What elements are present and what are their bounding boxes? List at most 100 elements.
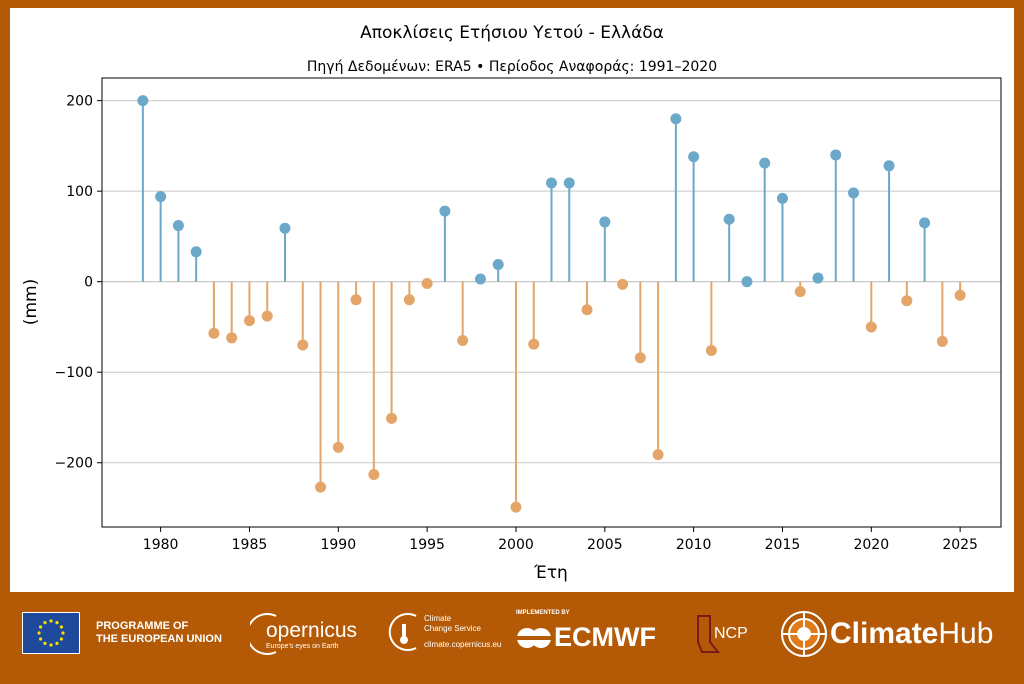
- eu-star: [49, 643, 53, 647]
- stem-marker: [439, 205, 451, 217]
- stem-marker: [226, 332, 238, 344]
- stem-marker: [279, 222, 291, 234]
- stem-marker: [919, 217, 931, 229]
- ncp-wordmark: NCP: [714, 625, 748, 642]
- c3s-logo: Climate Change Service climate.copernicu…: [388, 612, 501, 652]
- stem-marker: [865, 321, 877, 333]
- stem-marker: [137, 95, 149, 107]
- eu-star: [43, 621, 47, 625]
- eu-programme-text: PROGRAMME OF THE EUROPEAN UNION: [96, 620, 222, 645]
- ecmwf-symbol-icon: [516, 627, 552, 648]
- stem-marker: [528, 338, 540, 350]
- eu-star: [59, 625, 63, 629]
- stem-marker: [457, 335, 469, 347]
- eu-star: [59, 637, 63, 641]
- stem-marker: [812, 272, 824, 284]
- thermometer-icon: [388, 613, 417, 651]
- stem-chart: Αποκλίσεις Ετήσιου Υετού - Ελλάδα Πηγή Δ…: [21, 23, 1002, 583]
- stem-marker: [883, 160, 895, 172]
- copernicus-wordmark: opernicus: [266, 618, 358, 642]
- stem-marker: [315, 481, 327, 493]
- stem-marker: [510, 501, 522, 513]
- eu-star: [39, 637, 43, 641]
- stem-marker: [794, 286, 806, 298]
- stem-marker: [403, 294, 415, 306]
- x-tick-label: 2000: [498, 537, 534, 553]
- chart-subtitle: Πηγή Δεδομένων: ERA5 • Περίοδος Αναφοράς…: [307, 59, 717, 75]
- stem-marker: [848, 187, 860, 199]
- stem-marker: [776, 192, 788, 204]
- ncp-greece-icon: [697, 615, 720, 653]
- eu-star: [55, 621, 59, 625]
- eu-logo: PROGRAMME OF THE EUROPEAN UNION: [22, 612, 222, 654]
- stem-marker: [901, 295, 913, 307]
- x-tick-label: 2010: [676, 537, 712, 553]
- stem-marker: [350, 294, 362, 306]
- stem-marker: [723, 213, 735, 225]
- eu-star: [49, 619, 53, 623]
- stem-marker: [617, 278, 629, 290]
- eu-star: [61, 631, 65, 635]
- stem-marker: [652, 449, 664, 461]
- stem-marker: [670, 113, 682, 125]
- stem-marker: [208, 327, 220, 339]
- c3s-url: climate.copernicus.eu: [424, 640, 502, 649]
- x-tick-label: 1980: [143, 537, 179, 553]
- stem-marker: [421, 277, 433, 289]
- stem-marker: [261, 310, 273, 322]
- stem-marker: [172, 220, 184, 232]
- stem-marker: [297, 339, 309, 351]
- stem-marker: [830, 149, 842, 161]
- eu-flag-icon: [22, 612, 80, 654]
- climatehub-target-icon: [781, 611, 827, 657]
- ecmwf-logo: IMPLEMENTED BY ECMWF: [516, 610, 656, 653]
- stem-marker: [936, 335, 948, 347]
- c3s-name-1: Climate: [424, 614, 452, 623]
- eu-star: [37, 631, 41, 635]
- stem-marker: [599, 216, 611, 228]
- ecmwf-wordmark: ECMWF: [554, 622, 656, 652]
- stem-marker: [368, 468, 380, 480]
- y-tick-label: 100: [66, 184, 93, 200]
- stem-marker: [705, 344, 717, 356]
- x-tick-label: 2015: [765, 537, 801, 553]
- footer-logos: PROGRAMME OF THE EUROPEAN UNION opernicu…: [0, 592, 1024, 684]
- stem-marker: [332, 441, 344, 453]
- stem-marker: [190, 246, 202, 258]
- climatehub-wordmark-bold: Climate: [830, 617, 939, 650]
- copernicus-arc-icon: [250, 613, 277, 655]
- stem-marker: [954, 289, 966, 301]
- stem-marker: [546, 177, 557, 189]
- implemented-by-label: IMPLEMENTED BY: [516, 610, 570, 616]
- copernicus-logo: opernicus Europe's eyes on Earth: [250, 612, 357, 656]
- stem-marker: [581, 304, 593, 316]
- plot-frame: [101, 77, 1002, 528]
- stem-marker: [492, 258, 504, 270]
- climatehub-logo: Climate Hub: [780, 610, 993, 658]
- chart-panel: Αποκλίσεις Ετήσιου Υετού - Ελλάδα Πηγή Δ…: [10, 8, 1014, 592]
- x-tick-label: 2020: [853, 537, 889, 553]
- stem-marker: [386, 412, 398, 424]
- x-tick-label: 1985: [232, 537, 268, 553]
- ncp-logo: NCP: [696, 612, 748, 656]
- y-axis-label: (mm): [21, 279, 41, 325]
- eu-star: [55, 641, 59, 645]
- copernicus-tagline: Europe's eyes on Earth: [266, 642, 339, 650]
- stem-marker: [563, 177, 575, 189]
- eu-star: [39, 625, 43, 629]
- stem-marker: [634, 352, 646, 364]
- x-tick-label: 1990: [320, 537, 356, 553]
- x-tick-label: 2005: [587, 537, 623, 553]
- chart-title: Αποκλίσεις Ετήσιου Υετού - Ελλάδα: [360, 23, 664, 43]
- stem-marker: [741, 276, 753, 288]
- x-axis-label: Έτη: [533, 563, 568, 583]
- eu-star: [43, 641, 47, 645]
- stem-marker: [688, 151, 700, 163]
- stem-marker: [759, 157, 771, 169]
- y-tick-label: 0: [84, 275, 93, 291]
- x-tick-label: 2025: [942, 537, 978, 553]
- stem-marker: [474, 273, 486, 285]
- x-tick-label: 1995: [409, 537, 445, 553]
- y-tick-label: −200: [55, 456, 93, 472]
- climatehub-wordmark-light: Hub: [938, 617, 994, 650]
